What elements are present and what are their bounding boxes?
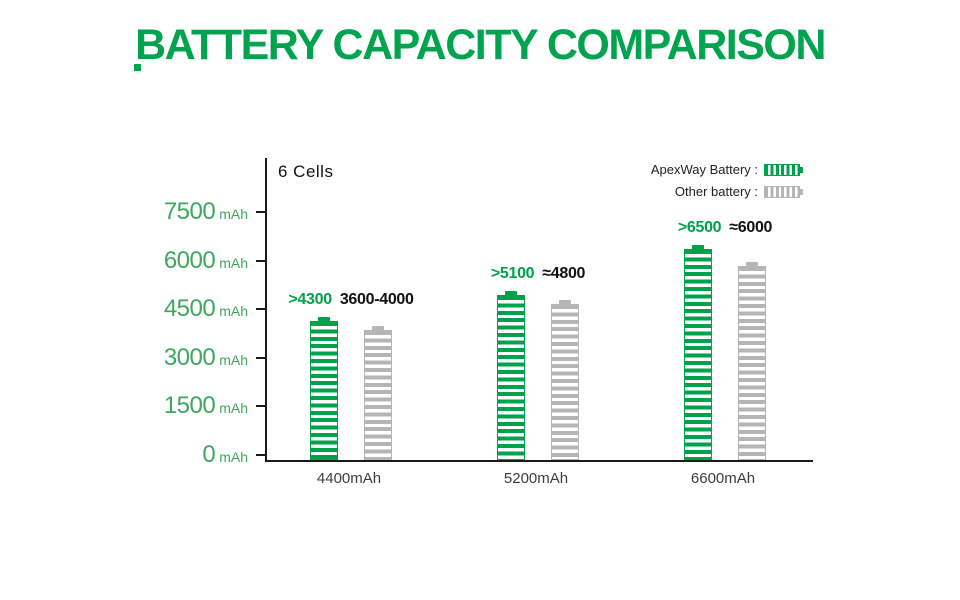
other-value-label: 3600-4000 — [339, 290, 414, 308]
y-tick-mark — [256, 454, 265, 456]
apexway-battery-bar — [497, 290, 525, 460]
other-value-label: ≈4800 — [542, 264, 586, 282]
bar-value-labels: >5100 ≈4800 — [408, 265, 668, 283]
battery-cap — [318, 316, 330, 322]
y-tick-mark — [256, 308, 265, 311]
bar-group: >6500 ≈6000 — [678, 219, 772, 460]
chart-legend: ApexWay Battery : Other battery : — [650, 162, 803, 199]
legend-item-apexway: ApexWay Battery : — [650, 162, 803, 177]
y-tick-mark — [256, 259, 265, 262]
y-tick-label: 4500 mAh — [163, 295, 248, 323]
title-period-decoration — [134, 64, 141, 71]
bar-value-labels: >6500 ≈6000 — [595, 219, 855, 237]
other-battery-bar — [738, 261, 766, 460]
other-battery-bar — [364, 326, 392, 460]
gray-battery-icon — [764, 185, 803, 198]
chart-plot-area: >4300 3600-4000 >5100 ≈4800 >6500 ≈6000 — [265, 158, 813, 462]
y-tick-label: 0 mAh — [202, 441, 248, 468]
other-battery-bar — [551, 300, 579, 460]
legend-label-apexway: ApexWay Battery : — [650, 162, 758, 177]
battery-cap — [746, 261, 758, 267]
x-axis-category-label: 4400mAh — [316, 470, 382, 487]
y-tick-mark — [256, 211, 265, 213]
bar-group: >4300 3600-4000 — [288, 291, 414, 460]
y-tick-label: 1500 mAh — [163, 392, 248, 420]
bar-group: >5100 ≈4800 — [491, 265, 585, 460]
green-battery-icon — [764, 163, 803, 176]
legend-item-other: Other battery : — [674, 184, 803, 199]
page-title: BATTERY CAPACITY COMPARISON — [135, 21, 826, 69]
apexway-value-label: >6500 — [677, 219, 722, 237]
apexway-battery-bar — [310, 316, 338, 460]
cells-label: 6 Cells — [278, 162, 334, 181]
x-axis-category-label: 6600mAh — [690, 470, 756, 487]
bar-value-labels: >4300 3600-4000 — [221, 291, 481, 309]
x-axis-category-label: 5200mAh — [503, 470, 569, 487]
apexway-value-label: >5100 — [490, 264, 535, 282]
battery-cap — [692, 245, 704, 251]
header: BATTERY CAPACITY COMPARISON — [0, 21, 960, 69]
battery-cap — [559, 300, 571, 306]
y-tick-mark — [256, 405, 265, 408]
apexway-battery-bar — [684, 245, 712, 460]
y-tick-label: 7500 mAh — [163, 198, 248, 225]
y-tick-mark — [256, 356, 265, 359]
y-tick-label: 3000 mAh — [163, 343, 248, 371]
battery-cap — [372, 326, 384, 332]
battery-cap — [505, 290, 517, 296]
y-tick-label: 6000 mAh — [163, 246, 248, 274]
other-value-label: ≈6000 — [729, 219, 773, 237]
apexway-value-label: >4300 — [288, 290, 332, 308]
legend-label-other: Other battery : — [674, 184, 758, 199]
